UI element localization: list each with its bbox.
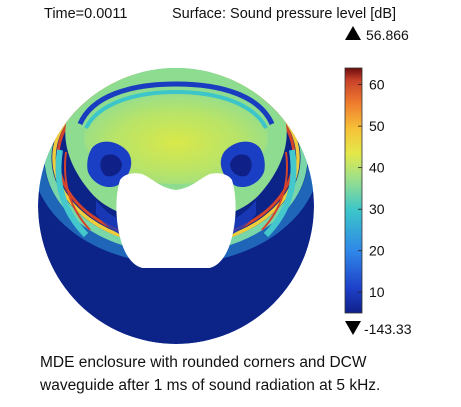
colorbar-ticks: 60 50 40 30 20 10: [358, 77, 385, 300]
colorbar-tick-label: 50: [369, 118, 385, 134]
left-wavefront-arc: [55, 149, 89, 238]
colorbar-tick-label: 60: [369, 77, 385, 93]
triangle-down-icon: [345, 321, 361, 335]
left-blue-lobe-core: [100, 154, 122, 177]
triangle-up-icon: [345, 26, 361, 40]
colorbar-tick-label: 20: [369, 243, 385, 259]
surface-label: Surface: Sound pressure level [dB]: [172, 6, 396, 22]
colorbar-gradient: [344, 67, 363, 314]
colorbar: 56.866 60 50 40 30 20 10 -143.33: [344, 26, 412, 337]
inner-blue-arc: [77, 81, 275, 126]
right-wavefront-arc: [263, 149, 297, 238]
caption-line-2: waveguide after 1 ms of sound radiation …: [39, 377, 380, 394]
caption-line-1: MDE enclosure with rounded corners and D…: [40, 354, 367, 371]
right-wavefront-arc-inner: [261, 151, 288, 231]
time-label: Time=0.0011: [44, 6, 127, 22]
sound-field-disc: [38, 68, 314, 344]
speaker-enclosure: [116, 173, 236, 268]
colorbar-tick-label: 30: [369, 201, 385, 217]
inner-cyan-arc: [84, 89, 268, 129]
left-wavefront-arc-inner: [64, 151, 91, 231]
right-blue-lobe-core: [230, 154, 252, 177]
colorbar-tick-label: 10: [369, 284, 385, 300]
colorbar-tick-label: 40: [369, 160, 385, 176]
colorbar-min-value: -143.33: [364, 321, 412, 337]
colorbar-max-value: 56.866: [366, 27, 409, 43]
